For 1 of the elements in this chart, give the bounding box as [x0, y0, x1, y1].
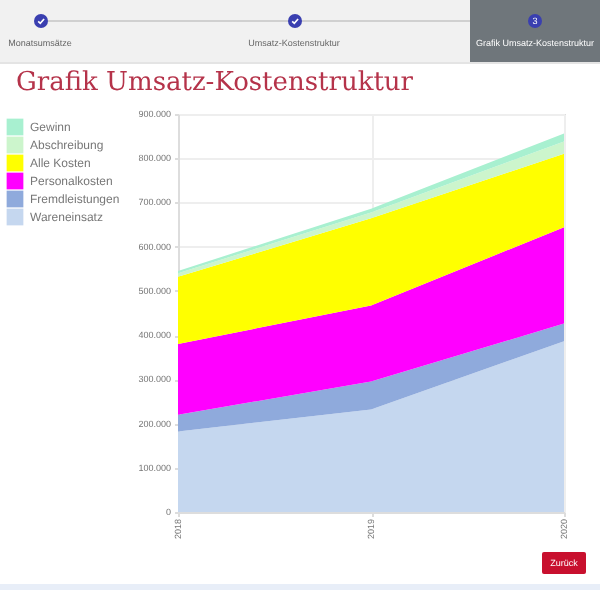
chart-title: Grafik Umsatz-Kostenstruktur [16, 68, 414, 98]
